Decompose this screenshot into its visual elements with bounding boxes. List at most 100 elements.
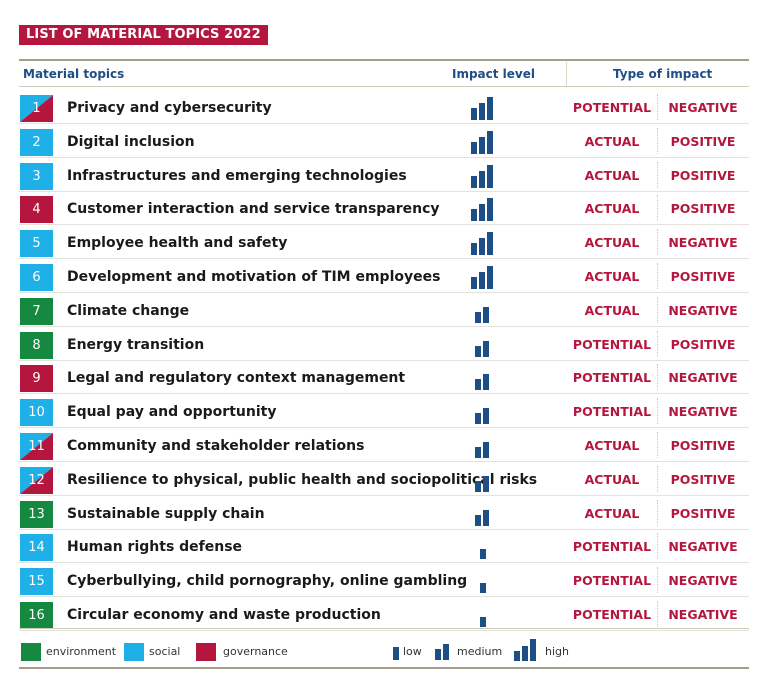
table-row: 5 Employee health and safety ACTUAL NEGATIV… [19, 225, 749, 259]
social-swatch [124, 643, 144, 661]
impact-bar [483, 408, 489, 424]
impact-bar [479, 238, 485, 255]
type-divider [657, 601, 658, 627]
impact-occurrence: ACTUAL [584, 134, 640, 149]
high-level-bar-1 [514, 651, 520, 661]
high-level-bar-2 [522, 646, 528, 661]
impact-bar [487, 266, 493, 289]
legend-governance-label: governance [223, 645, 288, 658]
impact-level-icon [480, 570, 508, 593]
row-separator [19, 393, 749, 394]
header-material-topics: Material topics [23, 67, 125, 81]
environment-swatch [21, 643, 41, 661]
topic-number-badge: 7 [20, 298, 53, 325]
medium-level-bar-2 [443, 644, 449, 660]
split-category-icon [20, 433, 53, 460]
header-rule [19, 86, 749, 87]
topic-name: Sustainable supply chain [67, 506, 265, 522]
impact-bar [483, 510, 489, 526]
topic-number-badge: 11 [20, 433, 53, 460]
topic-number-badge: 12 [20, 467, 53, 494]
impact-bar [471, 176, 477, 188]
topic-name: Climate change [67, 303, 190, 319]
impact-direction: POSITIVE [670, 438, 736, 453]
table-row: 7 Climate change ACTUAL NEGATIVE [19, 293, 749, 327]
impact-occurrence: POTENTIAL [572, 100, 652, 115]
topic-number-badge: 6 [20, 264, 53, 291]
type-divider [657, 466, 658, 492]
topic-name: Circular economy and waste production [67, 607, 381, 623]
topic-name: Energy transition [67, 337, 205, 353]
topic-name: Legal and regulatory context management [67, 370, 406, 386]
row-separator [19, 596, 749, 597]
impact-bar [475, 413, 481, 424]
topic-name: Resilience to physical, public health an… [67, 472, 538, 488]
top-rule [19, 59, 749, 61]
impact-direction: NEGATIVE [668, 100, 738, 115]
impact-bar [471, 142, 477, 154]
medium-level-bar-1 [435, 649, 441, 660]
topic-number-badge: 5 [20, 230, 53, 257]
impact-bar [479, 171, 485, 188]
table-row: 2 Digital inclusion ACTUAL POSITIVE [19, 124, 749, 158]
row-separator [19, 529, 749, 530]
topic-number: 1 [32, 101, 41, 116]
row-separator [19, 461, 749, 462]
type-divider [657, 297, 658, 323]
impact-direction: NEGATIVE [668, 607, 738, 622]
table-row: 8 Energy transition POTENTIAL POSITIVE [19, 327, 749, 361]
impact-direction: POSITIVE [670, 472, 736, 487]
impact-bar [479, 272, 485, 289]
row-separator [19, 123, 749, 124]
type-divider [657, 432, 658, 458]
type-divider [657, 162, 658, 188]
impact-direction: NEGATIVE [668, 539, 738, 554]
topic-number-badge: 9 [20, 365, 53, 392]
table-row: 1 Privacy and cybersecurity POTENTIAL NEGAT… [19, 90, 749, 124]
topic-number: 10 [28, 405, 45, 420]
topic-number: 14 [28, 540, 45, 555]
topic-number: 7 [32, 304, 41, 319]
impact-level-icon [471, 97, 499, 120]
topic-number: 16 [28, 608, 45, 623]
table-row: 16 Circular economy and waste production P… [19, 597, 749, 631]
impact-bar [487, 198, 493, 221]
legend-medium: medium [435, 643, 505, 661]
type-divider [657, 94, 658, 120]
type-divider [657, 398, 658, 424]
topic-number-badge: 15 [20, 568, 53, 595]
impact-bar [475, 379, 481, 390]
impact-bar [471, 243, 477, 255]
impact-direction: POSITIVE [670, 269, 736, 284]
topic-number: 9 [32, 371, 41, 386]
table-row: 6 Development and motivation of TIM emplo… [19, 259, 749, 293]
page-title: LIST OF MATERIAL TOPICS 2022 [19, 25, 268, 45]
topic-name: Community and stakeholder relations [67, 438, 365, 454]
legend-medium-label: medium [457, 645, 503, 658]
impact-occurrence: ACTUAL [584, 303, 640, 318]
impact-direction: NEGATIVE [668, 370, 738, 385]
topic-number: 13 [28, 507, 45, 522]
impact-bar [471, 108, 477, 120]
type-divider [657, 229, 658, 255]
type-divider [657, 128, 658, 154]
legend-low: low [393, 643, 433, 661]
topic-name: Privacy and cybersecurity [67, 100, 272, 116]
table-row: 14 Human rights defense POTENTIAL NEGATIVE [19, 529, 749, 563]
impact-level-icon [471, 198, 499, 221]
split-category-icon [20, 467, 53, 494]
row-separator [19, 326, 749, 327]
legend-high: high [514, 639, 574, 661]
impact-direction: POSITIVE [670, 201, 736, 216]
table-row: 4 Customer interaction and service transp… [19, 191, 749, 225]
impact-level-icon [480, 604, 508, 627]
impact-bar [480, 617, 486, 627]
table-row: 9 Legal and regulatory context management… [19, 360, 749, 394]
impact-bar [479, 137, 485, 154]
impact-bar [483, 374, 489, 390]
impact-bar [479, 204, 485, 221]
impact-bar [471, 277, 477, 289]
impact-direction: NEGATIVE [668, 235, 738, 250]
table-row: 12 Resilience to physical, public health … [19, 462, 749, 496]
impact-occurrence: POTENTIAL [572, 607, 652, 622]
